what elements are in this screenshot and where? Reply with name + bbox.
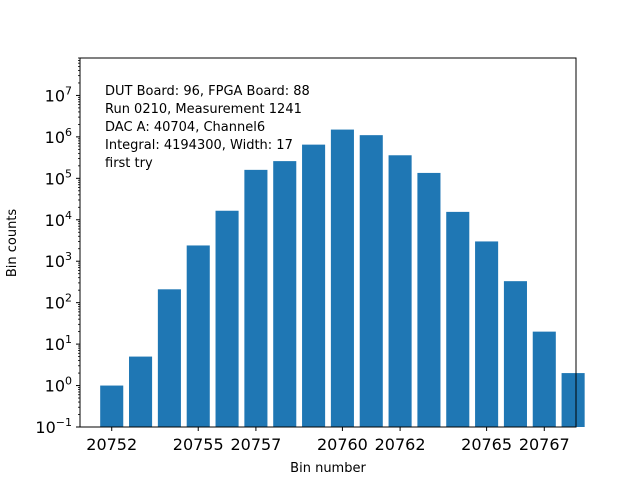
annotation-line: first try bbox=[105, 156, 153, 171]
y-tick-label: 106 bbox=[45, 126, 72, 147]
bar bbox=[100, 385, 124, 427]
y-tick-label: 105 bbox=[45, 167, 72, 188]
x-tick-label: 20755 bbox=[173, 435, 224, 454]
annotation-line: DUT Board: 96, FPGA Board: 88 bbox=[105, 84, 310, 99]
bar bbox=[302, 144, 326, 427]
bar bbox=[129, 356, 153, 427]
y-axis-ticks: 10−1 100 101 102 103 104 105 106 107 bbox=[35, 57, 80, 437]
bar bbox=[359, 135, 383, 427]
bar bbox=[273, 161, 297, 427]
annotation-line: DAC A: 40704, Channel6 bbox=[105, 120, 265, 135]
bar bbox=[503, 281, 527, 427]
bar bbox=[532, 331, 556, 427]
x-tick-label: 20767 bbox=[519, 435, 570, 454]
x-tick-label: 20757 bbox=[230, 435, 281, 454]
x-axis-ticks: 20752 20755 20757 20760 20762 20765 20767 bbox=[86, 427, 570, 454]
bars-group bbox=[100, 129, 585, 428]
x-tick-label: 20765 bbox=[461, 435, 512, 454]
annotation-line: Integral: 4194300, Width: 17 bbox=[105, 138, 293, 153]
x-axis-label: Bin number bbox=[290, 461, 366, 476]
bar bbox=[446, 211, 470, 427]
annotation-line: Run 0210, Measurement 1241 bbox=[105, 102, 302, 117]
bar bbox=[561, 373, 585, 427]
plot-frame bbox=[79, 57, 577, 428]
bar bbox=[244, 169, 268, 428]
bar bbox=[417, 172, 441, 427]
y-tick-label: 104 bbox=[45, 209, 72, 230]
y-tick-label: 103 bbox=[45, 250, 72, 271]
y-tick-label: 100 bbox=[45, 375, 72, 396]
bar bbox=[388, 155, 412, 427]
x-tick-label: 20752 bbox=[86, 435, 137, 454]
bar bbox=[157, 289, 181, 427]
y-tick-label: 102 bbox=[45, 292, 72, 313]
x-tick-label: 20762 bbox=[375, 435, 426, 454]
bar bbox=[330, 129, 354, 427]
y-tick-label: 107 bbox=[45, 84, 72, 105]
y-tick-label: 10−1 bbox=[35, 416, 72, 437]
x-tick-label: 20760 bbox=[317, 435, 368, 454]
bar bbox=[475, 241, 499, 427]
y-tick-label: 101 bbox=[45, 333, 72, 354]
bar bbox=[215, 210, 239, 427]
bar bbox=[186, 245, 210, 427]
run-info-annotation: DUT Board: 96, FPGA Board: 88 Run 0210, … bbox=[105, 84, 310, 171]
y-axis-label: Bin counts bbox=[5, 209, 20, 278]
